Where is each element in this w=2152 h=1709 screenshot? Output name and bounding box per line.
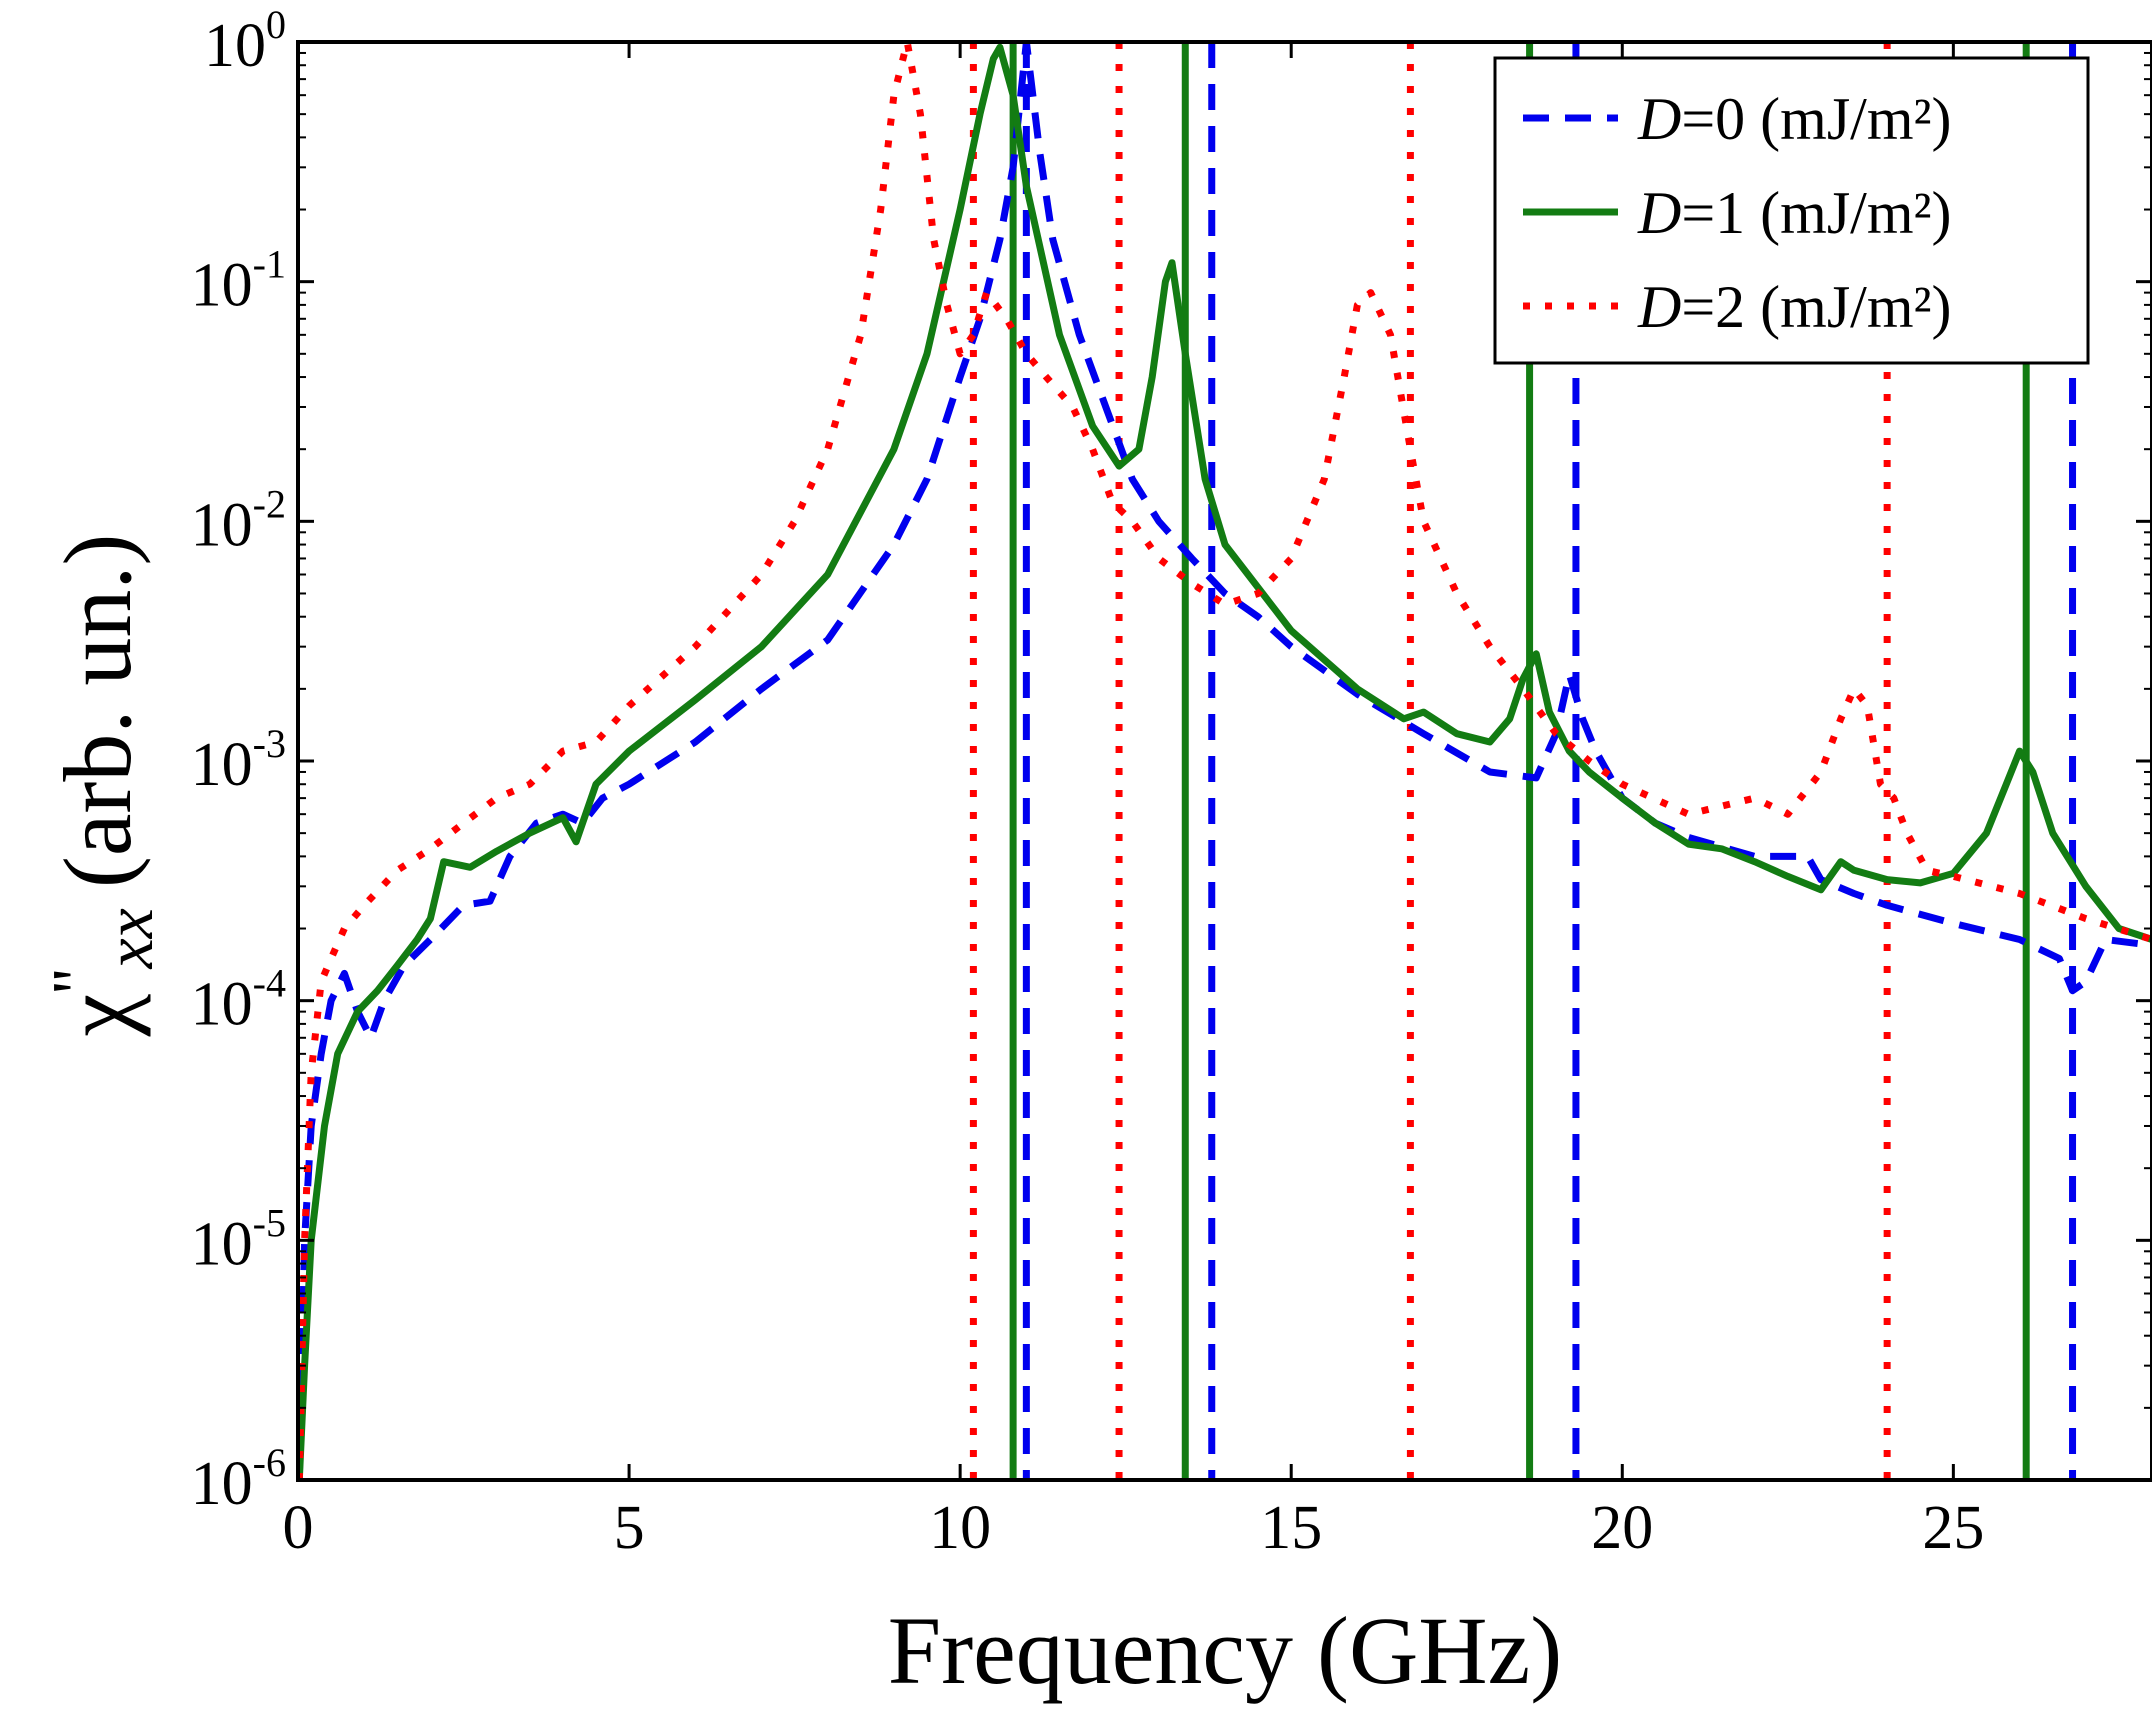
legend-label-2: D=2 (mJ/m²) [1637,274,1952,340]
y-tick-label-5: 10-1 [191,242,286,320]
x-axis-label: Frequency (GHz) [888,1597,1562,1704]
x-axis: 0 5 10 15 20 25 [283,42,1984,1562]
series-layer [298,42,2152,1480]
series-line-0 [298,42,2152,1480]
y-tick-label-1: 10-5 [191,1200,286,1278]
x-tick-label-5: 25 [1922,1494,1984,1562]
y-tick-label-4: 10-2 [191,481,286,559]
legend-label-1: D=1 (mJ/m²) [1637,180,1952,246]
x-tick-label-2: 10 [929,1494,991,1562]
y-tick-label-0: 10-6 [191,1440,286,1518]
y-axis-label: χ''xx (arb. un.) [39,534,167,1038]
y-label-units: (arb. un.) [44,534,151,889]
y-tick-label-2: 10-4 [191,961,286,1039]
x-tick-label-1: 5 [614,1494,645,1562]
y-tick-label-6: 100 [204,2,286,80]
plot-area [298,42,2152,1480]
y-tick-label-3: 10-3 [191,721,286,799]
y-label-subscript: xx [91,908,167,969]
y-axis: 10-6 10-5 10-4 10-3 10-2 10-1 100 [191,2,2152,1518]
x-tick-label-0: 0 [283,1494,314,1562]
x-tick-label-3: 15 [1260,1494,1322,1562]
series-line-1 [298,43,2152,1480]
y-label-prime: '' [39,969,116,994]
legend-label-0: D=0 (mJ/m²) [1637,86,1952,152]
legend: D=0 (mJ/m²) D=1 (mJ/m²) D=2 (mJ/m²) [1493,56,2090,365]
y-label-symbol: χ [44,993,151,1037]
x-tick-label-4: 20 [1591,1494,1653,1562]
